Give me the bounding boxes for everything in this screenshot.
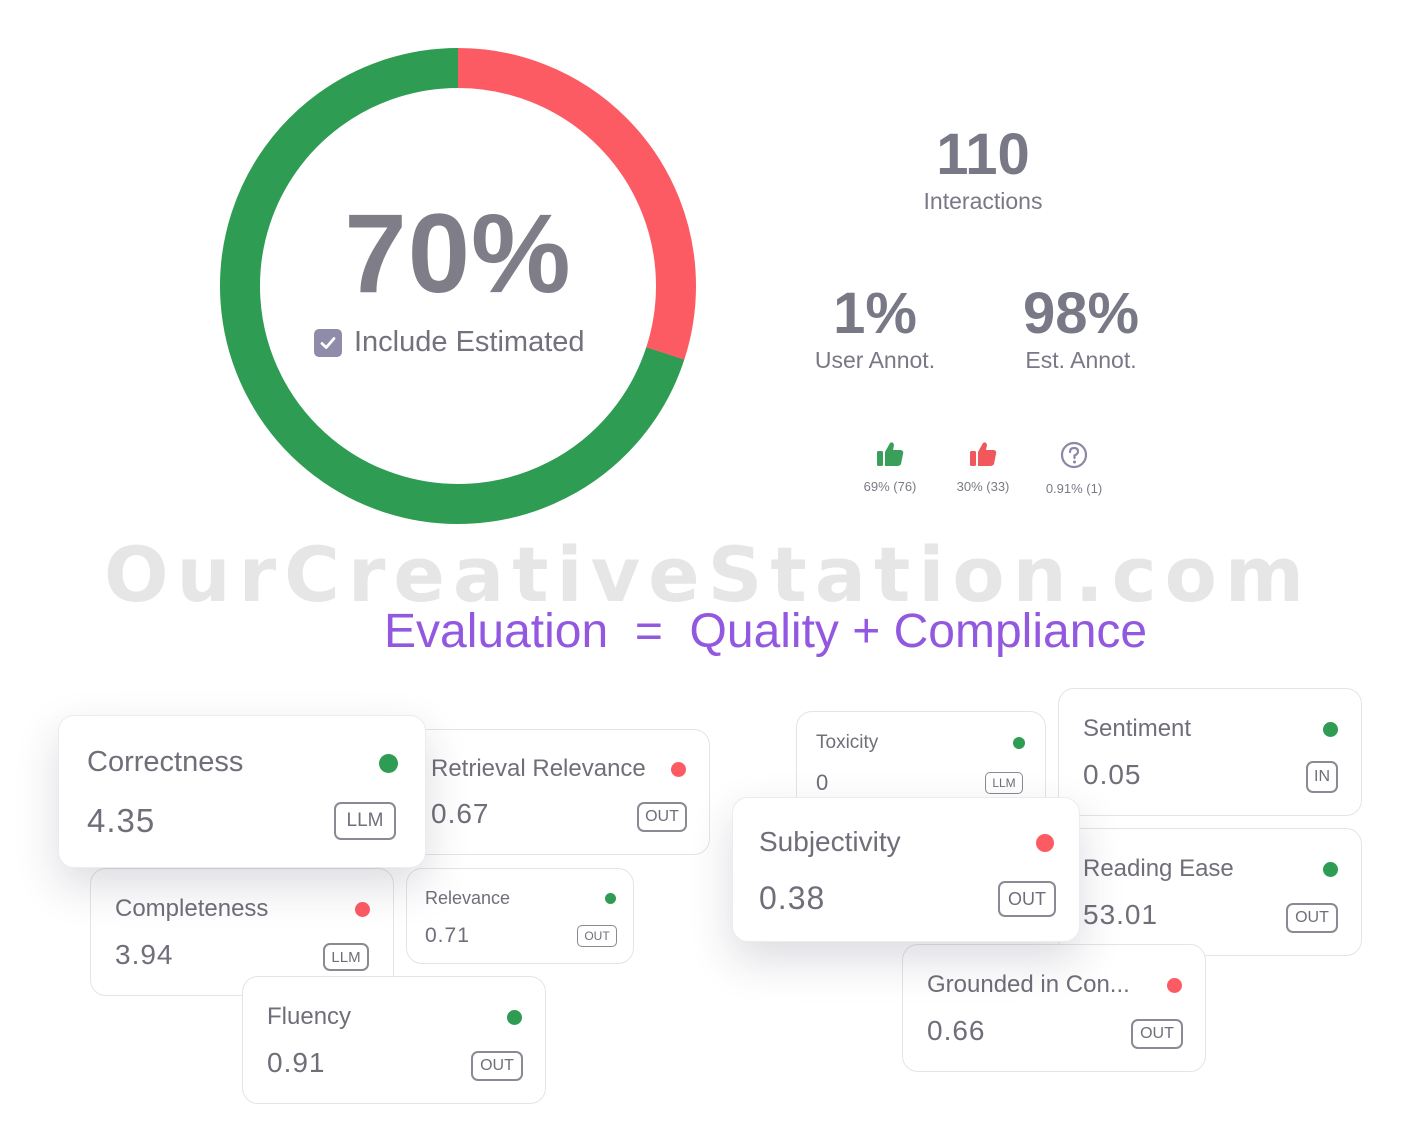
- thumbs-up-breakdown[interactable]: 69% (76): [840, 440, 940, 494]
- metric-card-reading-ease[interactable]: Reading Ease 53.01 OUT: [1058, 828, 1362, 956]
- watermark-text: OurCreativeStation.com: [103, 530, 1313, 619]
- metric-card-grounded-in-context[interactable]: Grounded in Con... 0.66 OUT: [902, 944, 1206, 1072]
- include-estimated-label: Include Estimated: [354, 326, 585, 358]
- include-estimated-checkbox[interactable]: [314, 328, 342, 357]
- metric-value: 0.05: [1083, 759, 1142, 790]
- metric-value: 0.38: [759, 880, 826, 916]
- user-annot-value: 1%: [833, 281, 917, 346]
- metric-title: Retrieval Relevance: [431, 755, 646, 782]
- donut-center: 70% Include Estimated: [218, 46, 698, 526]
- status-dot: [1013, 737, 1025, 749]
- user-annot-stat: 1% User Annot.: [790, 285, 960, 374]
- metric-value: 0: [816, 770, 830, 795]
- headline: Evaluation = Quality + Compliance: [384, 605, 1148, 658]
- question-circle-icon: [1060, 441, 1088, 469]
- metric-value: 53.01: [1083, 899, 1159, 930]
- interactions-count: 110: [936, 122, 1030, 187]
- metric-value: 3.94: [115, 939, 174, 970]
- status-dot: [379, 754, 398, 773]
- thumbs-down-label: 30% (33): [956, 479, 1010, 494]
- metric-value: 0.71: [425, 924, 470, 947]
- source-badge: LLM: [334, 802, 396, 840]
- thumbs-down-icon: [970, 442, 997, 466]
- source-badge: OUT: [637, 802, 687, 832]
- include-estimated-toggle[interactable]: Include Estimated: [314, 326, 585, 359]
- interactions-stat: 110 Interactions: [888, 126, 1078, 215]
- source-badge: IN: [1306, 761, 1338, 793]
- est-annot-value: 98%: [1022, 281, 1140, 346]
- est-annot-label: Est. Annot.: [1025, 347, 1137, 373]
- metric-value: 0.67: [431, 798, 490, 829]
- metric-card-retrieval-relevance[interactable]: Retrieval Relevance 0.67 OUT: [404, 729, 710, 855]
- metric-title: Correctness: [87, 746, 244, 778]
- metric-value: 0.66: [927, 1015, 986, 1046]
- status-dot: [1167, 978, 1182, 993]
- metric-card-toxicity[interactable]: Toxicity 0 LLM: [796, 711, 1046, 811]
- source-badge: OUT: [1131, 1019, 1183, 1049]
- source-badge: OUT: [471, 1051, 523, 1081]
- status-dot: [671, 762, 686, 777]
- metric-card-subjectivity[interactable]: Subjectivity 0.38 OUT: [732, 797, 1080, 942]
- metric-title: Toxicity: [816, 732, 879, 753]
- status-dot: [355, 902, 370, 917]
- metric-card-completeness[interactable]: Completeness 3.94 LLM: [90, 868, 394, 996]
- donut-ring: [220, 48, 696, 524]
- status-dot: [1323, 722, 1338, 737]
- checkmark-icon: [320, 336, 336, 349]
- thumbs-down-breakdown[interactable]: 30% (33): [933, 440, 1033, 494]
- score-percent: 70%: [344, 191, 572, 316]
- metric-value: 0.91: [267, 1047, 326, 1078]
- metric-card-fluency[interactable]: Fluency 0.91 OUT: [242, 976, 546, 1104]
- metric-title: Fluency: [267, 1003, 352, 1030]
- status-dot: [507, 1010, 522, 1025]
- source-badge: LLM: [323, 943, 369, 971]
- metric-value: 4.35: [87, 802, 156, 839]
- thumbs-up-icon: [877, 442, 904, 466]
- source-badge: LLM: [985, 772, 1023, 794]
- metric-title: Sentiment: [1083, 715, 1192, 742]
- thumbs-up-label: 69% (76): [863, 479, 917, 494]
- metric-card-sentiment[interactable]: Sentiment 0.05 IN: [1058, 688, 1362, 816]
- metric-card-relevance[interactable]: Relevance 0.71 OUT: [406, 868, 634, 964]
- status-dot: [1036, 834, 1054, 852]
- metric-card-correctness[interactable]: Correctness 4.35 LLM: [58, 715, 426, 868]
- score-donut: 70% Include Estimated: [218, 46, 698, 526]
- unknown-breakdown[interactable]: 0.91% (1): [1024, 440, 1124, 496]
- user-annot-label: User Annot.: [814, 347, 936, 373]
- source-badge: OUT: [998, 881, 1056, 917]
- source-badge: OUT: [1286, 903, 1338, 933]
- metric-title: Grounded in Con...: [927, 971, 1130, 998]
- metric-title: Subjectivity: [759, 826, 901, 857]
- metric-title: Reading Ease: [1083, 855, 1234, 882]
- source-badge: OUT: [577, 925, 617, 947]
- status-dot: [1323, 862, 1338, 877]
- metric-title: Relevance: [425, 888, 511, 908]
- unknown-label: 0.91% (1): [1045, 481, 1103, 496]
- metric-title: Completeness: [115, 895, 269, 922]
- interactions-label: Interactions: [923, 188, 1043, 214]
- status-dot: [605, 893, 616, 904]
- donut-bad-arc: [220, 48, 696, 524]
- est-annot-stat: 98% Est. Annot.: [996, 285, 1166, 374]
